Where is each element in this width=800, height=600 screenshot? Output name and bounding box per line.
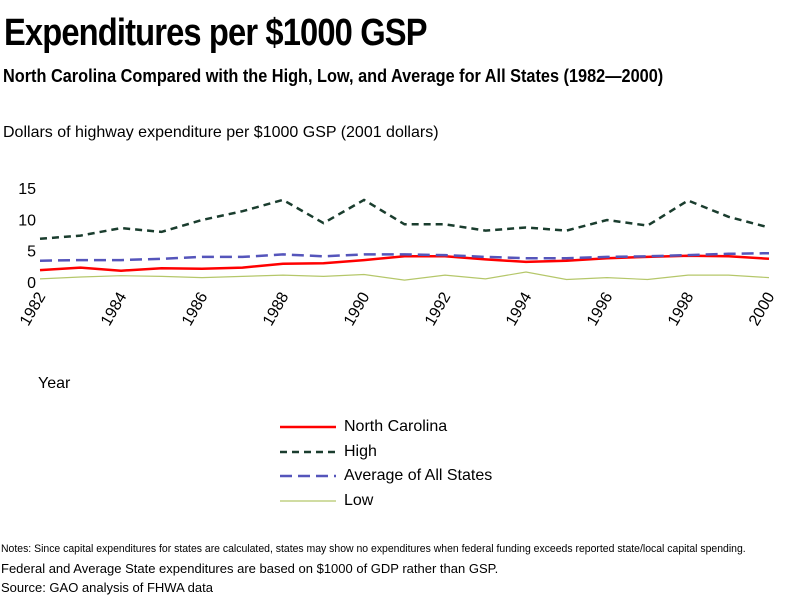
- legend-item-north-carolina: North Carolina: [280, 417, 580, 442]
- series-line-north-carolina: [39, 254, 770, 272]
- x-tick-label: 1998: [665, 289, 698, 328]
- x-axis-label: Year: [38, 375, 71, 392]
- legend-swatch-north-carolina: [280, 425, 336, 429]
- legend-swatch-low: [280, 499, 336, 502]
- notes-text-2: Federal and Average State expenditures a…: [1, 561, 499, 576]
- y-tick-label: 5: [27, 244, 36, 261]
- y-tick-label: 0: [27, 275, 36, 292]
- series-line-high: [39, 198, 770, 241]
- source-text: Source: GAO analysis of FHWA data: [1, 580, 213, 595]
- series-line-average-of-all-states: [39, 251, 770, 262]
- notes-text: Notes: Since capital expenditures for st…: [1, 543, 746, 555]
- legend-item-low: Low: [280, 491, 580, 516]
- x-tick-label: 1986: [179, 289, 212, 328]
- x-tick-label: 1994: [503, 289, 536, 328]
- legend-swatch-high: [280, 450, 336, 453]
- x-tick-label: 1988: [260, 289, 293, 328]
- chart-legend: North Carolina High Average of All State…: [280, 417, 580, 515]
- chart-title: Expenditures per $1000 GSP: [4, 12, 428, 54]
- chart-subtitle: North Carolina Compared with the High, L…: [3, 66, 664, 86]
- legend-item-high: High: [280, 442, 580, 467]
- legend-swatch-average: [280, 474, 336, 478]
- legend-label: North Carolina: [344, 418, 448, 435]
- legend-label: High: [344, 442, 377, 460]
- x-tick-label: 1982: [17, 289, 50, 328]
- legend-label: Low: [344, 491, 374, 509]
- legend-label: Average of All States: [344, 467, 493, 484]
- series-line-low: [39, 271, 770, 281]
- y-axis-label: Dollars of highway expenditure per $1000…: [3, 124, 439, 141]
- y-tick-label: 15: [18, 181, 36, 198]
- legend-item-average: Average of All States: [280, 466, 580, 491]
- x-tick-label: 1984: [98, 289, 131, 328]
- x-tick-label: 1990: [341, 289, 374, 328]
- y-tick-label: 10: [18, 212, 36, 229]
- x-tick-label: 1992: [422, 289, 455, 328]
- x-tick-label: 2000: [746, 289, 779, 328]
- x-tick-label: 1996: [584, 289, 617, 328]
